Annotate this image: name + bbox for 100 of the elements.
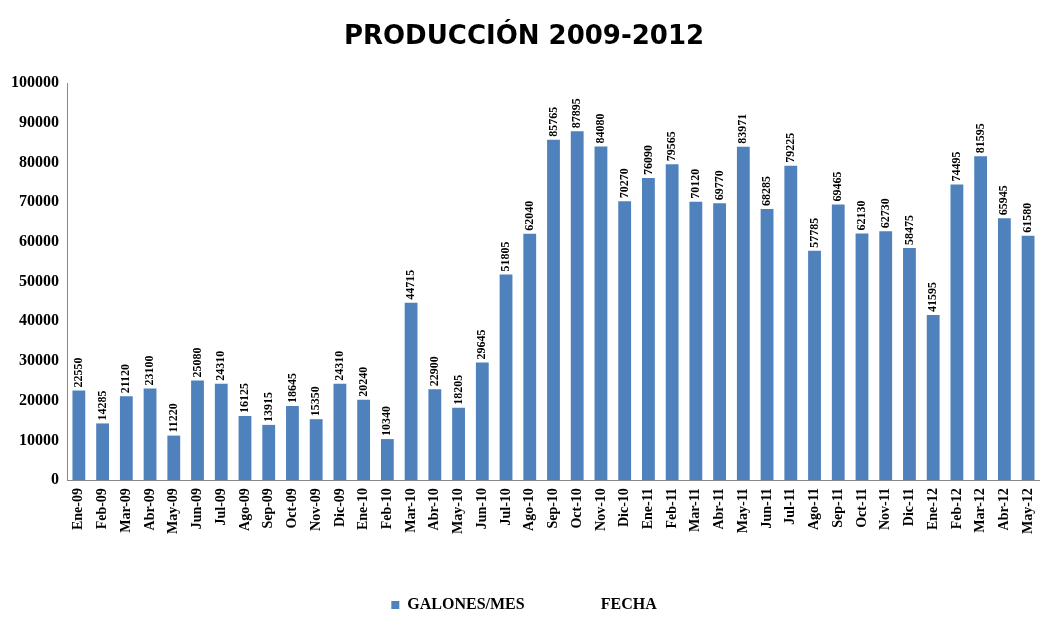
x-tick-label: Oct-10 [568, 488, 584, 529]
data-label: 15350 [308, 386, 323, 417]
bar [191, 380, 204, 481]
bar [974, 156, 988, 481]
y-tick-label: 90000 [19, 113, 59, 131]
y-tick-label: 40000 [19, 311, 59, 329]
data-label: 11220 [165, 403, 180, 433]
data-label: 22900 [426, 356, 441, 387]
data-label: 62130 [854, 200, 869, 231]
data-label: 69770 [711, 170, 726, 201]
data-label: 62040 [521, 200, 536, 231]
bar [784, 165, 798, 481]
bar [262, 424, 276, 481]
data-label: 87895 [569, 98, 584, 129]
bar [831, 204, 845, 481]
bar [238, 416, 252, 481]
data-label: 79565 [664, 131, 679, 162]
x-tick-label: Dic-11 [901, 488, 917, 527]
bar [167, 435, 181, 481]
data-label: 21120 [118, 363, 133, 394]
bar [333, 383, 347, 481]
y-tick-label: 20000 [19, 390, 59, 408]
bar [380, 439, 394, 481]
data-label: 79225 [782, 132, 797, 163]
bar [713, 203, 727, 481]
x-tick-label: Ago-10 [521, 488, 537, 531]
x-tick-label: Feb-11 [663, 488, 679, 529]
data-label: 24310 [213, 350, 228, 381]
bar [736, 146, 750, 481]
bar [665, 164, 679, 481]
x-tick-label: Abr-12 [995, 488, 1011, 531]
bar [570, 131, 584, 481]
x-tick-label: Nov-10 [592, 488, 608, 531]
x-tick-label: May-12 [1019, 488, 1035, 535]
bar [950, 184, 964, 481]
bar [618, 201, 632, 481]
data-label: 44715 [403, 269, 418, 300]
data-label: 68285 [759, 176, 774, 207]
x-tick-label: Jun-10 [473, 488, 489, 530]
bar [760, 209, 774, 481]
chart-title: PRODUCCIÓN 2009-2012 [343, 19, 705, 51]
data-label: 83971 [735, 113, 750, 144]
y-tick-label: 80000 [19, 152, 59, 170]
bar [96, 423, 109, 481]
data-label: 57785 [806, 217, 821, 248]
data-label: 70270 [616, 168, 631, 199]
x-tick-label: Mar-09 [117, 488, 133, 533]
bar [997, 218, 1011, 481]
x-tick-label: Oct-09 [284, 488, 300, 529]
bar [689, 201, 703, 481]
bar [903, 248, 916, 481]
bar [72, 390, 86, 481]
x-tick-label: Abr-11 [711, 488, 727, 530]
y-tick-label: 100000 [11, 73, 59, 91]
data-label: 85765 [545, 106, 560, 137]
x-tick-label: Ago-11 [806, 488, 822, 531]
bar [475, 362, 489, 481]
data-label: 14285 [94, 390, 109, 421]
data-label: 20240 [355, 366, 370, 397]
data-label: 41595 [925, 282, 940, 313]
bar [357, 399, 371, 481]
x-tick-label: May-10 [450, 488, 466, 535]
data-label: 74495 [949, 151, 963, 182]
bar [926, 315, 940, 481]
x-tick-label: Mar-12 [972, 488, 988, 533]
x-tick-label: Feb-12 [948, 488, 964, 530]
data-label: 13915 [260, 391, 275, 422]
x-tick-label: Feb-09 [94, 488, 110, 530]
data-label: 69465 [830, 171, 845, 202]
x-tick-label: Ene-12 [924, 488, 940, 531]
data-label: 81595 [972, 123, 987, 154]
y-tick-label: 0 [51, 470, 59, 488]
bar [523, 233, 537, 481]
bar [1021, 235, 1035, 481]
x-tick-label: Jun-11 [758, 488, 774, 529]
data-label: 61580 [1020, 202, 1035, 233]
x-tick-label: Mar-11 [687, 488, 703, 532]
x-tick-label: May-09 [165, 488, 181, 535]
bar [499, 274, 513, 481]
bar [594, 146, 608, 481]
data-label: 16125 [237, 383, 252, 414]
data-label: 65945 [996, 185, 1011, 216]
x-tick-label: Jul-10 [497, 488, 513, 526]
bar [428, 389, 442, 481]
x-tick-label: May-11 [734, 488, 750, 534]
y-tick-label: 70000 [19, 192, 59, 210]
x-tick-label: Sep-10 [545, 488, 561, 529]
text: FECHA [600, 595, 658, 613]
data-label: 62730 [877, 198, 892, 229]
data-label: 22550 [70, 357, 85, 388]
x-tick-label: Abr-10 [426, 488, 442, 531]
data-label: 10340 [379, 406, 394, 437]
data-label: 18645 [284, 373, 299, 404]
bar [808, 250, 821, 481]
data-label: 24310 [332, 350, 346, 381]
x-tick-label: Jul-11 [782, 488, 798, 525]
y-tick-label: 50000 [19, 271, 59, 289]
x-tick-label: Jul-09 [212, 488, 228, 526]
bar [119, 396, 133, 481]
data-label: 70120 [687, 168, 702, 199]
